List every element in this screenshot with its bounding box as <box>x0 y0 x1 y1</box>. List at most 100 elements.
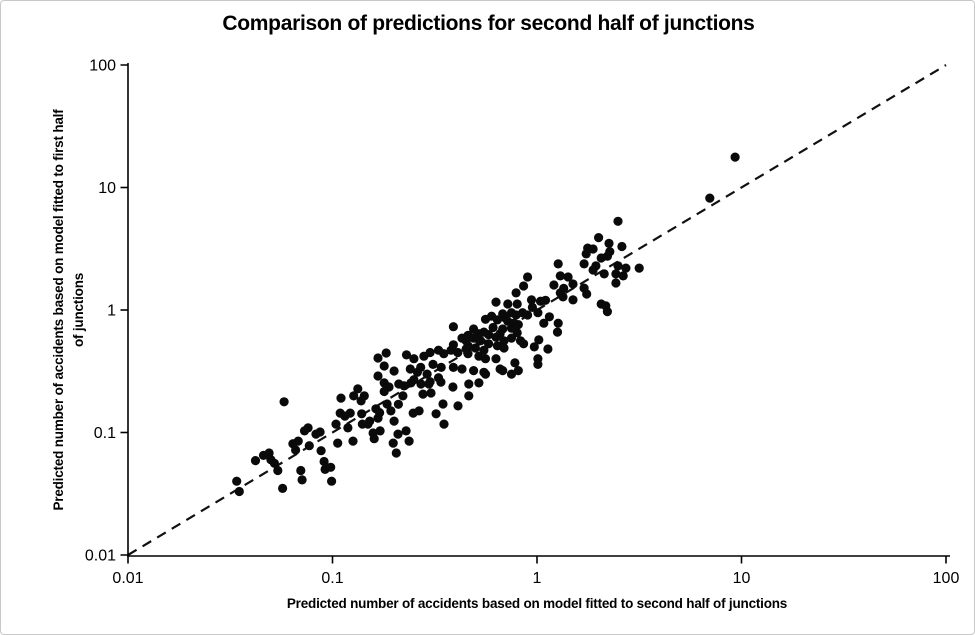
scatter-point <box>513 366 523 376</box>
scatter-point <box>382 399 392 409</box>
scatter-point <box>523 272 533 282</box>
scatter-point <box>634 263 644 273</box>
x-axis-title: Predicted number of accidents based on m… <box>286 596 788 611</box>
y-axis-ticks: 0.01 0.1 1 10 100 <box>85 58 128 565</box>
scatter-point <box>599 269 609 279</box>
scatter-point <box>399 381 409 391</box>
scatter-point <box>343 423 353 433</box>
scatter-point <box>510 358 520 368</box>
scatter-point <box>296 465 306 476</box>
x-tick-label: 1 <box>533 570 542 587</box>
scatter-point <box>453 401 463 411</box>
scatter-point <box>491 354 501 364</box>
scatter-point <box>357 419 367 429</box>
scatter-point <box>469 324 479 334</box>
scatter-point <box>404 436 414 446</box>
scatter-point <box>418 389 428 399</box>
scatter-point <box>579 259 589 269</box>
scatter-point <box>499 336 509 346</box>
scatter-point <box>512 299 522 309</box>
scatter-point <box>613 216 623 226</box>
scatter-point <box>379 361 389 371</box>
scatter-point <box>273 465 283 476</box>
scatter-point <box>389 416 399 426</box>
scatter-point <box>543 344 553 354</box>
scatter-point <box>433 373 444 383</box>
scatter-point <box>464 379 474 389</box>
scatter-point <box>279 397 289 407</box>
x-axis-ticks: 0.01 0.1 1 10 100 <box>112 556 959 587</box>
scatter-point <box>464 391 474 401</box>
y-tick-label: 0.1 <box>94 425 116 442</box>
scatter-point <box>250 456 261 466</box>
scatter-point <box>448 382 458 392</box>
scatter-point <box>529 342 539 352</box>
scatter-point <box>618 271 628 281</box>
scatter-point <box>431 409 441 419</box>
scatter-point <box>389 366 399 376</box>
scatter-point <box>555 271 565 281</box>
scatter-point <box>511 288 521 298</box>
scatter-point <box>513 320 523 330</box>
scatter-point <box>316 446 326 456</box>
scatter-point <box>439 419 449 429</box>
scatter-point <box>401 350 412 360</box>
scatter-point <box>349 391 359 401</box>
scatter-point <box>457 333 467 343</box>
scatter-point <box>422 369 432 379</box>
scatter-point <box>375 426 385 436</box>
scatter-point <box>327 476 337 486</box>
scatter-point <box>391 448 401 458</box>
scatter-point <box>544 312 555 322</box>
scatter-point <box>448 362 458 372</box>
scatter-point <box>506 333 517 343</box>
scatter-point <box>495 329 505 339</box>
scatter-point <box>480 314 491 324</box>
scatter-point <box>519 339 529 349</box>
scatter-point <box>373 353 383 363</box>
scatter-point <box>405 364 415 374</box>
scatter-point <box>436 362 446 372</box>
scatter-point <box>474 335 484 345</box>
scatter-point <box>303 423 313 433</box>
scatter-point <box>611 278 621 288</box>
scatter-point <box>539 318 549 328</box>
scatter-point <box>470 343 480 353</box>
scatter-point <box>559 283 569 293</box>
scatter-point <box>414 406 424 416</box>
scatter-point <box>278 483 288 493</box>
scatter-point <box>438 399 448 409</box>
scatter-point <box>398 391 408 401</box>
scatter-point <box>594 233 604 243</box>
scatter-point <box>533 359 543 369</box>
scatter-point <box>381 348 391 358</box>
scatter-point <box>553 259 563 269</box>
scatter-point <box>461 344 471 354</box>
scatter-point <box>540 295 551 305</box>
scatter-point <box>409 354 419 364</box>
scatter-point <box>568 279 578 289</box>
scatter-point <box>613 261 623 271</box>
scatter-point <box>591 261 601 271</box>
y-tick-label: 100 <box>89 58 116 75</box>
scatter-point <box>480 369 491 379</box>
scatter-point <box>304 441 314 451</box>
scatter-point <box>425 377 435 387</box>
scatter-points <box>232 152 740 497</box>
y-tick-label: 1 <box>107 303 116 320</box>
scatter-point <box>348 436 358 446</box>
scatter-point <box>234 486 244 497</box>
scatter-point <box>563 272 573 282</box>
scatter-point <box>416 379 426 389</box>
scatter-point <box>488 322 498 333</box>
scatter-point <box>315 427 325 437</box>
scatter-point <box>503 316 513 326</box>
scatter-point <box>359 391 369 401</box>
scatter-point <box>453 347 463 358</box>
scatter-point <box>457 364 467 374</box>
scatter-point <box>393 429 403 439</box>
scatter-point <box>291 445 301 455</box>
scatter-point <box>326 462 336 472</box>
scatter-point <box>484 339 494 349</box>
scatter-point <box>568 295 578 305</box>
